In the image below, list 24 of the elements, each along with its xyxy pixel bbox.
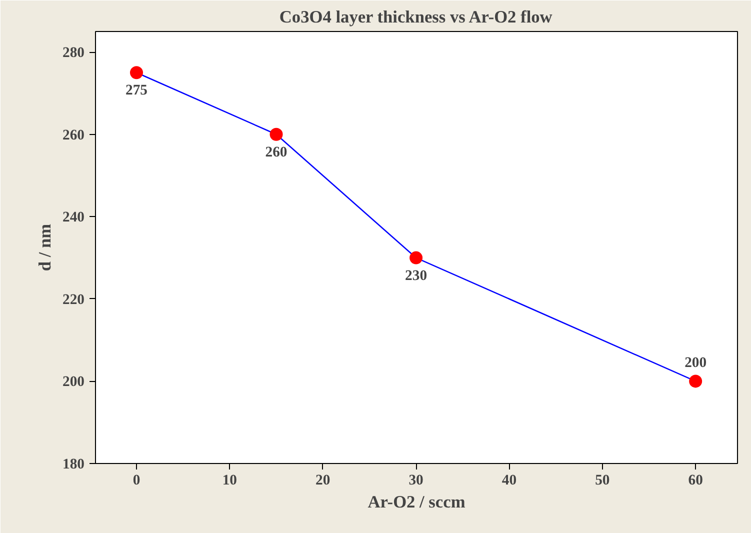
data-label: 260 bbox=[265, 144, 288, 160]
y-tick-label: 240 bbox=[62, 210, 84, 226]
point bbox=[689, 374, 702, 388]
point bbox=[410, 251, 423, 264]
y-axis-title: d / nm bbox=[36, 223, 55, 272]
x-tick-label: 0 bbox=[132, 472, 140, 488]
data-label: 200 bbox=[684, 355, 707, 372]
y-tick-label: 180 bbox=[62, 456, 84, 472]
x-tick-label: 30 bbox=[408, 472, 424, 488]
y-tick-label: 280 bbox=[62, 45, 84, 62]
chart-title: Co3O4 layer thickness vs Ar-O2 flow bbox=[279, 8, 553, 26]
y-tick-label: 200 bbox=[62, 374, 84, 390]
x-tick-label: 10 bbox=[222, 472, 238, 488]
x-tick-label: 40 bbox=[502, 472, 517, 488]
y-tick-label: 220 bbox=[62, 292, 84, 308]
x-tick-label: 50 bbox=[595, 472, 610, 488]
x-tick-label: 60 bbox=[688, 472, 703, 488]
x-axis-title: Ar-O2 / sccm bbox=[368, 492, 466, 512]
point bbox=[130, 66, 143, 80]
data-label: 275 bbox=[126, 82, 148, 99]
x-tick-label: 20 bbox=[316, 472, 330, 488]
y-tick-label: 260 bbox=[62, 127, 84, 144]
point bbox=[270, 128, 283, 141]
data-label: 230 bbox=[405, 268, 428, 284]
